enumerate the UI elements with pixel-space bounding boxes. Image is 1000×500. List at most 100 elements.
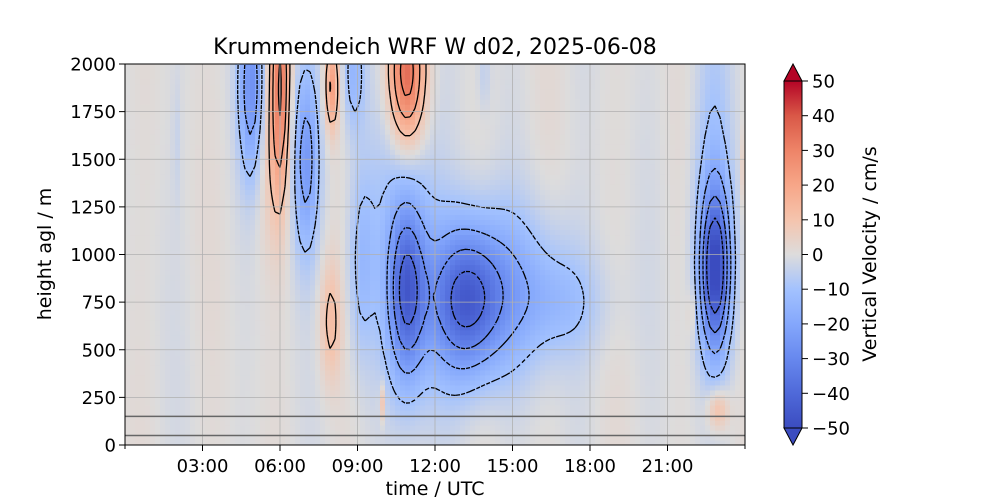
heatmap-cell: [610, 329, 616, 336]
heatmap-cell: [185, 429, 191, 436]
heatmap-cell: [690, 339, 696, 346]
heatmap-cell: [535, 399, 541, 406]
heatmap-cell: [475, 379, 481, 386]
heatmap-cell: [170, 244, 176, 251]
heatmap-cell: [500, 364, 506, 371]
heatmap-cell: [520, 274, 526, 281]
heatmap-cell: [310, 354, 316, 361]
heatmap-cell: [525, 429, 531, 436]
heatmap-cell: [680, 289, 686, 296]
heatmap-cell: [290, 409, 296, 416]
heatmap-cell: [190, 274, 196, 281]
heatmap-cell: [170, 384, 176, 391]
heatmap-cell: [260, 314, 266, 321]
heatmap-cell: [520, 289, 526, 296]
heatmap-cell: [230, 249, 236, 256]
heatmap-cell: [140, 364, 146, 371]
heatmap-cell: [445, 349, 451, 356]
heatmap-cell: [485, 364, 491, 371]
heatmap-cell: [515, 309, 521, 316]
heatmap-cell: [495, 329, 501, 336]
heatmap-cell: [640, 279, 646, 286]
heatmap-cell: [545, 254, 551, 261]
heatmap-cell: [350, 249, 356, 256]
heatmap-cell: [345, 289, 351, 296]
heatmap-cell: [210, 439, 216, 445]
heatmap-cell: [615, 344, 621, 351]
heatmap-cell: [670, 369, 676, 376]
heatmap-cell: [695, 259, 701, 266]
heatmap-cell: [465, 439, 471, 445]
heatmap-cell: [470, 404, 476, 411]
heatmap-cell: [555, 434, 561, 441]
heatmap-cell: [660, 289, 666, 296]
heatmap-cell: [640, 314, 646, 321]
heatmap-cell: [160, 304, 166, 311]
heatmap-cell: [440, 284, 446, 291]
heatmap-cell: [195, 399, 201, 406]
heatmap-cell: [490, 249, 496, 256]
heatmap-cell: [165, 399, 171, 406]
heatmap-cell: [130, 264, 136, 271]
heatmap-cell: [270, 419, 276, 426]
heatmap-cell: [715, 334, 721, 341]
heatmap-cell: [645, 274, 651, 281]
heatmap-cell: [295, 354, 301, 361]
heatmap-cell: [410, 429, 416, 436]
heatmap-cell: [295, 424, 301, 431]
heatmap-cell: [680, 359, 686, 366]
heatmap-cell: [575, 369, 581, 376]
heatmap-cell: [610, 379, 616, 386]
heatmap-cell: [490, 384, 496, 391]
heatmap-cell: [330, 304, 336, 311]
heatmap-cell: [695, 369, 701, 376]
heatmap-cell: [405, 264, 411, 271]
heatmap-cell: [435, 439, 441, 445]
heatmap-cell: [265, 249, 271, 256]
heatmap-cell: [385, 269, 391, 276]
heatmap-cell: [540, 414, 546, 421]
heatmap-cell: [290, 269, 296, 276]
heatmap-cell: [580, 404, 586, 411]
heatmap-cell: [545, 389, 551, 396]
heatmap-cell: [495, 384, 501, 391]
heatmap-cell: [275, 374, 281, 381]
heatmap-cell: [485, 404, 491, 411]
heatmap-cell: [240, 259, 246, 266]
heatmap-cell: [480, 369, 486, 376]
heatmap-cell: [385, 364, 391, 371]
heatmap-cell: [650, 409, 656, 416]
heatmap-cell: [625, 254, 631, 261]
heatmap-cell: [435, 264, 441, 271]
heatmap-cell: [345, 304, 351, 311]
heatmap-cell: [700, 439, 706, 445]
heatmap-cell: [505, 304, 511, 311]
heatmap-cell: [290, 424, 296, 431]
heatmap-cell: [680, 274, 686, 281]
heatmap-cell: [340, 404, 346, 411]
heatmap-cell: [250, 239, 256, 246]
heatmap-cell: [205, 414, 211, 421]
heatmap-cell: [365, 279, 371, 286]
heatmap-cell: [270, 259, 276, 266]
heatmap-cell: [380, 274, 386, 281]
heatmap-cell: [635, 389, 641, 396]
heatmap-cell: [435, 294, 441, 301]
heatmap-cell: [565, 424, 571, 431]
heatmap-cell: [460, 399, 466, 406]
heatmap-cell: [595, 399, 601, 406]
heatmap-cell: [615, 249, 621, 256]
heatmap-cell: [465, 374, 471, 381]
heatmap-cell: [195, 319, 201, 326]
heatmap-cell: [645, 349, 651, 356]
heatmap-cell: [170, 319, 176, 326]
heatmap-cell: [730, 264, 736, 271]
heatmap-cell: [720, 389, 726, 396]
heatmap-cell: [365, 434, 371, 441]
heatmap-cell: [290, 399, 296, 406]
heatmap-cell: [410, 244, 416, 251]
heatmap-cell: [170, 404, 176, 411]
heatmap-cell: [150, 384, 156, 391]
heatmap-cell: [390, 339, 396, 346]
heatmap-cell: [560, 264, 566, 271]
